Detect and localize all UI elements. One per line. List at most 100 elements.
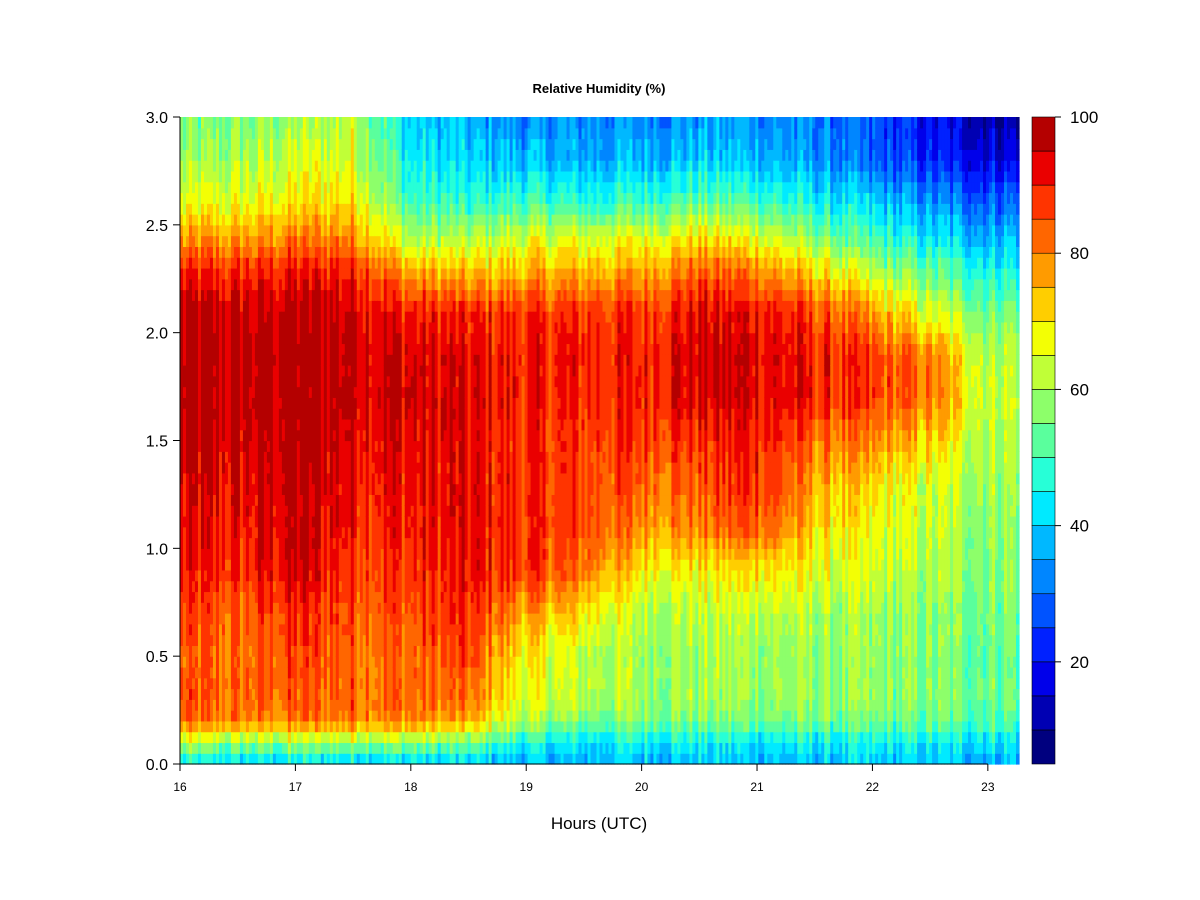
heatmap-cell bbox=[404, 375, 409, 388]
heatmap-cell bbox=[251, 138, 256, 150]
heatmap-cell bbox=[413, 354, 418, 366]
heatmap-cell bbox=[257, 117, 262, 129]
heatmap-cell bbox=[335, 580, 340, 593]
heatmap-cell bbox=[233, 257, 238, 269]
heatmap-cell bbox=[227, 699, 232, 711]
heatmap-cell bbox=[287, 591, 292, 603]
heatmap-cell bbox=[416, 321, 421, 334]
heatmap-cell bbox=[398, 127, 403, 140]
heatmap-cell bbox=[218, 160, 223, 172]
heatmap-cell bbox=[287, 440, 292, 452]
heatmap-cell bbox=[359, 160, 364, 172]
heatmap-cell bbox=[290, 311, 295, 323]
heatmap-cell bbox=[344, 127, 349, 140]
heatmap-cell bbox=[230, 170, 235, 183]
heatmap-cell bbox=[245, 537, 250, 549]
heatmap-cell bbox=[353, 515, 358, 528]
heatmap-cell bbox=[335, 418, 340, 431]
heatmap-cell bbox=[239, 634, 244, 646]
heatmap-cell bbox=[188, 580, 193, 593]
heatmap-cell bbox=[272, 591, 277, 603]
heatmap-cell bbox=[191, 257, 196, 269]
heatmap-cell bbox=[278, 214, 283, 226]
heatmap-cell bbox=[236, 634, 241, 646]
heatmap-cell bbox=[380, 472, 385, 485]
heatmap-cell bbox=[314, 365, 319, 377]
heatmap-cell bbox=[275, 505, 280, 517]
heatmap-cell bbox=[332, 656, 337, 668]
heatmap-cell bbox=[308, 569, 313, 582]
heatmap-cell bbox=[194, 515, 199, 528]
heatmap-cell bbox=[335, 300, 340, 312]
heatmap-cell bbox=[344, 386, 349, 398]
heatmap-cell bbox=[404, 505, 409, 517]
heatmap-cell bbox=[263, 203, 268, 215]
heatmap-cell bbox=[383, 440, 388, 452]
heatmap-cell bbox=[356, 117, 361, 129]
heatmap-cell bbox=[332, 699, 337, 711]
heatmap-cell bbox=[326, 192, 331, 204]
heatmap-cell bbox=[329, 505, 334, 517]
heatmap-cell bbox=[395, 720, 400, 733]
heatmap-cell bbox=[410, 311, 415, 323]
heatmap-cell bbox=[317, 580, 322, 593]
heatmap-cell bbox=[425, 569, 430, 582]
heatmap-cell bbox=[248, 753, 253, 765]
heatmap-cell bbox=[407, 645, 412, 657]
heatmap-cell bbox=[188, 645, 193, 657]
heatmap-cell bbox=[221, 688, 226, 700]
heatmap-cell bbox=[401, 548, 406, 560]
heatmap-cell bbox=[356, 160, 361, 172]
heatmap-cell bbox=[374, 203, 379, 215]
heatmap-cell bbox=[233, 278, 238, 291]
heatmap-cell bbox=[185, 429, 190, 442]
heatmap-cell bbox=[284, 623, 289, 636]
heatmap-cell bbox=[180, 408, 184, 420]
heatmap-cell bbox=[335, 613, 340, 625]
heatmap-cell bbox=[329, 267, 334, 280]
heatmap-cell bbox=[260, 666, 265, 679]
heatmap-cell bbox=[203, 742, 208, 754]
heatmap-cell bbox=[278, 559, 283, 571]
heatmap-cell bbox=[350, 300, 355, 312]
heatmap-cell bbox=[383, 677, 388, 690]
heatmap-cell bbox=[221, 138, 226, 150]
heatmap-cell bbox=[404, 311, 409, 323]
heatmap-cell bbox=[401, 300, 406, 312]
heatmap-cell bbox=[326, 408, 331, 420]
heatmap-cell bbox=[299, 526, 304, 539]
heatmap-cell bbox=[362, 138, 367, 150]
heatmap-cell bbox=[299, 203, 304, 215]
heatmap-cell bbox=[197, 569, 202, 582]
heatmap-cell bbox=[203, 537, 208, 549]
heatmap-cell bbox=[308, 688, 313, 700]
heatmap-cell bbox=[305, 418, 310, 431]
heatmap-cell bbox=[281, 127, 286, 140]
heatmap-cell bbox=[386, 332, 391, 345]
heatmap-cell bbox=[320, 623, 325, 636]
heatmap-cell bbox=[200, 731, 205, 744]
heatmap-cell bbox=[410, 505, 415, 517]
heatmap-cell bbox=[236, 321, 241, 334]
heatmap-cell bbox=[180, 634, 184, 646]
heatmap-cell bbox=[302, 418, 307, 431]
heatmap-cell bbox=[410, 214, 415, 226]
heatmap-cell bbox=[263, 278, 268, 291]
heatmap-cell bbox=[194, 429, 199, 442]
heatmap-cell bbox=[362, 699, 367, 711]
heatmap-cell bbox=[308, 181, 313, 194]
heatmap-cell bbox=[257, 278, 262, 291]
heatmap-cell bbox=[326, 753, 331, 765]
heatmap-cell bbox=[359, 214, 364, 226]
heatmap-cell bbox=[239, 365, 244, 377]
heatmap-cell bbox=[236, 731, 241, 744]
heatmap-cell bbox=[269, 192, 274, 204]
heatmap-cell bbox=[197, 181, 202, 194]
heatmap-cell bbox=[371, 203, 376, 215]
heatmap-cell bbox=[365, 408, 370, 420]
heatmap-cell bbox=[296, 656, 301, 668]
heatmap-cell bbox=[305, 117, 310, 129]
heatmap-cell bbox=[392, 656, 397, 668]
heatmap-cell bbox=[269, 515, 274, 528]
heatmap-cell bbox=[389, 559, 394, 571]
